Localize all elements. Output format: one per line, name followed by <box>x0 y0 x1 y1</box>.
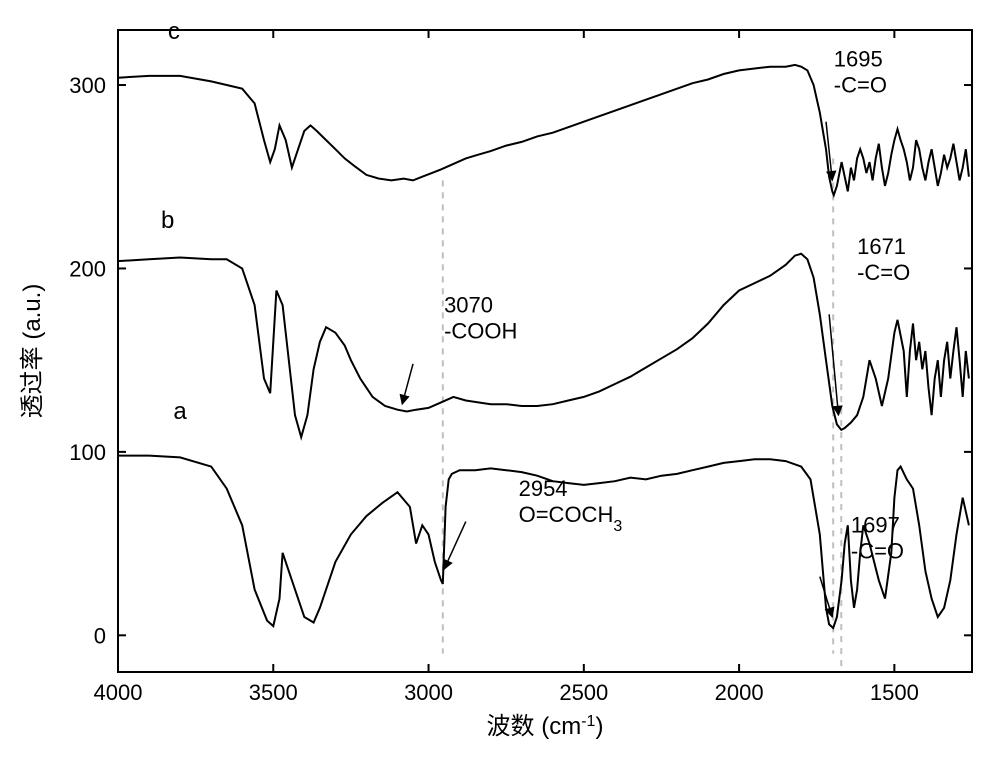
x-tick-label: 2500 <box>559 680 608 705</box>
svg-text:1695: 1695 <box>834 47 883 72</box>
svg-text:1671: 1671 <box>857 234 906 259</box>
y-tick-label: 0 <box>94 623 106 648</box>
series-label-a: a <box>173 398 187 425</box>
ftir-chart: 0 100 200 300 4000 3500 3000 2500 2000 1500 透过率 (a… <box>0 0 1000 762</box>
y-tick-label: 100 <box>69 440 106 465</box>
series-label-c: c <box>168 18 180 45</box>
svg-text:O=COCH3: O=COCH3 <box>519 502 623 535</box>
svg-text:3070: 3070 <box>444 292 493 317</box>
x-tick-label: 3000 <box>404 680 453 705</box>
y-tick-label: 300 <box>69 73 106 98</box>
ann-3070: 3070-COOH <box>402 292 517 404</box>
svg-text:2954: 2954 <box>519 476 568 501</box>
plot-frame <box>118 30 972 672</box>
svg-text:透过率 (a.u.): 透过率 (a.u.) <box>19 284 46 419</box>
x-tick-label: 1500 <box>870 680 919 705</box>
y-axis-label: 透过率 (a.u.) <box>19 284 46 419</box>
x-axis-label: 波数 (cm-1) <box>487 713 604 741</box>
svg-text:-C=O: -C=O <box>857 260 910 285</box>
svg-text:-C=O: -C=O <box>834 73 887 98</box>
ann-2954: 2954O=COCH3 <box>444 476 622 569</box>
svg-text:-C=O: -C=O <box>851 539 904 564</box>
x-tick-label: 4000 <box>94 680 143 705</box>
series-label-b: b <box>161 207 174 234</box>
x-tick-label: 3500 <box>249 680 298 705</box>
svg-text:-COOH: -COOH <box>444 318 517 343</box>
y-tick-label: 200 <box>69 256 106 281</box>
x-tick-label: 2000 <box>715 680 764 705</box>
ann-1697: 1697-C=O <box>820 513 904 617</box>
svg-text:1697: 1697 <box>851 513 900 538</box>
